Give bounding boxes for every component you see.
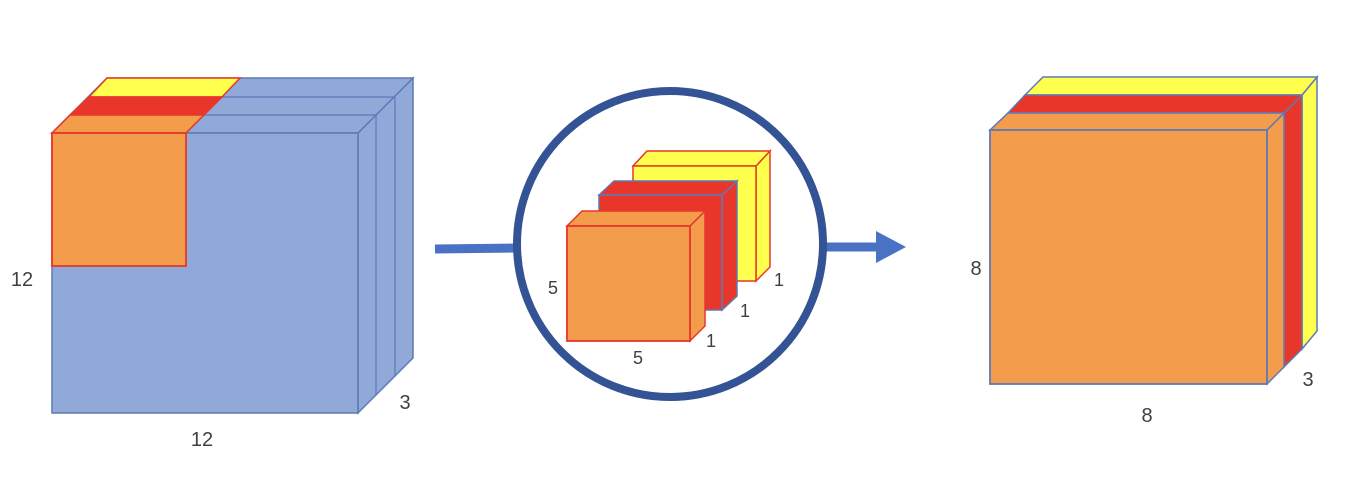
receptive-field-red-slice [68, 96, 224, 116]
input-height-label: 12 [11, 269, 33, 291]
filter-orange-top [565, 210, 707, 227]
filter-depth-label-front: 1 [706, 331, 716, 351]
output-orange-top [988, 112, 1286, 131]
receptive-field-orange-slice [50, 114, 206, 134]
output-yellow-side [1301, 74, 1318, 352]
input-depth-label: 3 [399, 392, 410, 414]
filter-yellow-top [631, 150, 772, 167]
filter-height-label: 5 [548, 278, 558, 298]
output-width-label: 8 [1141, 405, 1152, 427]
filter-yellow-side [755, 149, 771, 283]
output-height-label: 8 [970, 258, 981, 280]
left-connector-arrow [434, 243, 517, 254]
filter-red-side [721, 179, 738, 312]
input-side-face [357, 76, 414, 415]
output-orange-side [1266, 111, 1285, 386]
filter-orange-front [566, 225, 691, 342]
input-volume: 12 12 3 [11, 76, 415, 451]
filter-depth-label-middle: 1 [740, 301, 750, 321]
output-front-face [989, 129, 1268, 385]
output-depth-label: 3 [1302, 369, 1313, 391]
receptive-field-front [51, 132, 187, 267]
filter-red-top [597, 180, 739, 196]
receptive-field-yellow-slice [87, 77, 242, 98]
output-red-top [1006, 94, 1304, 114]
output-yellow-top [1023, 76, 1319, 96]
filter-width-label: 5 [633, 348, 643, 368]
filter-depth-label-back: 1 [774, 270, 784, 290]
output-volume: 8 8 3 [970, 74, 1319, 427]
filter: 5 5 1 1 1 [513, 87, 827, 401]
output-red-side [1283, 93, 1303, 369]
arrow-head-icon [876, 231, 906, 263]
filter-orange-side [689, 209, 706, 343]
input-width-label: 12 [191, 429, 213, 451]
